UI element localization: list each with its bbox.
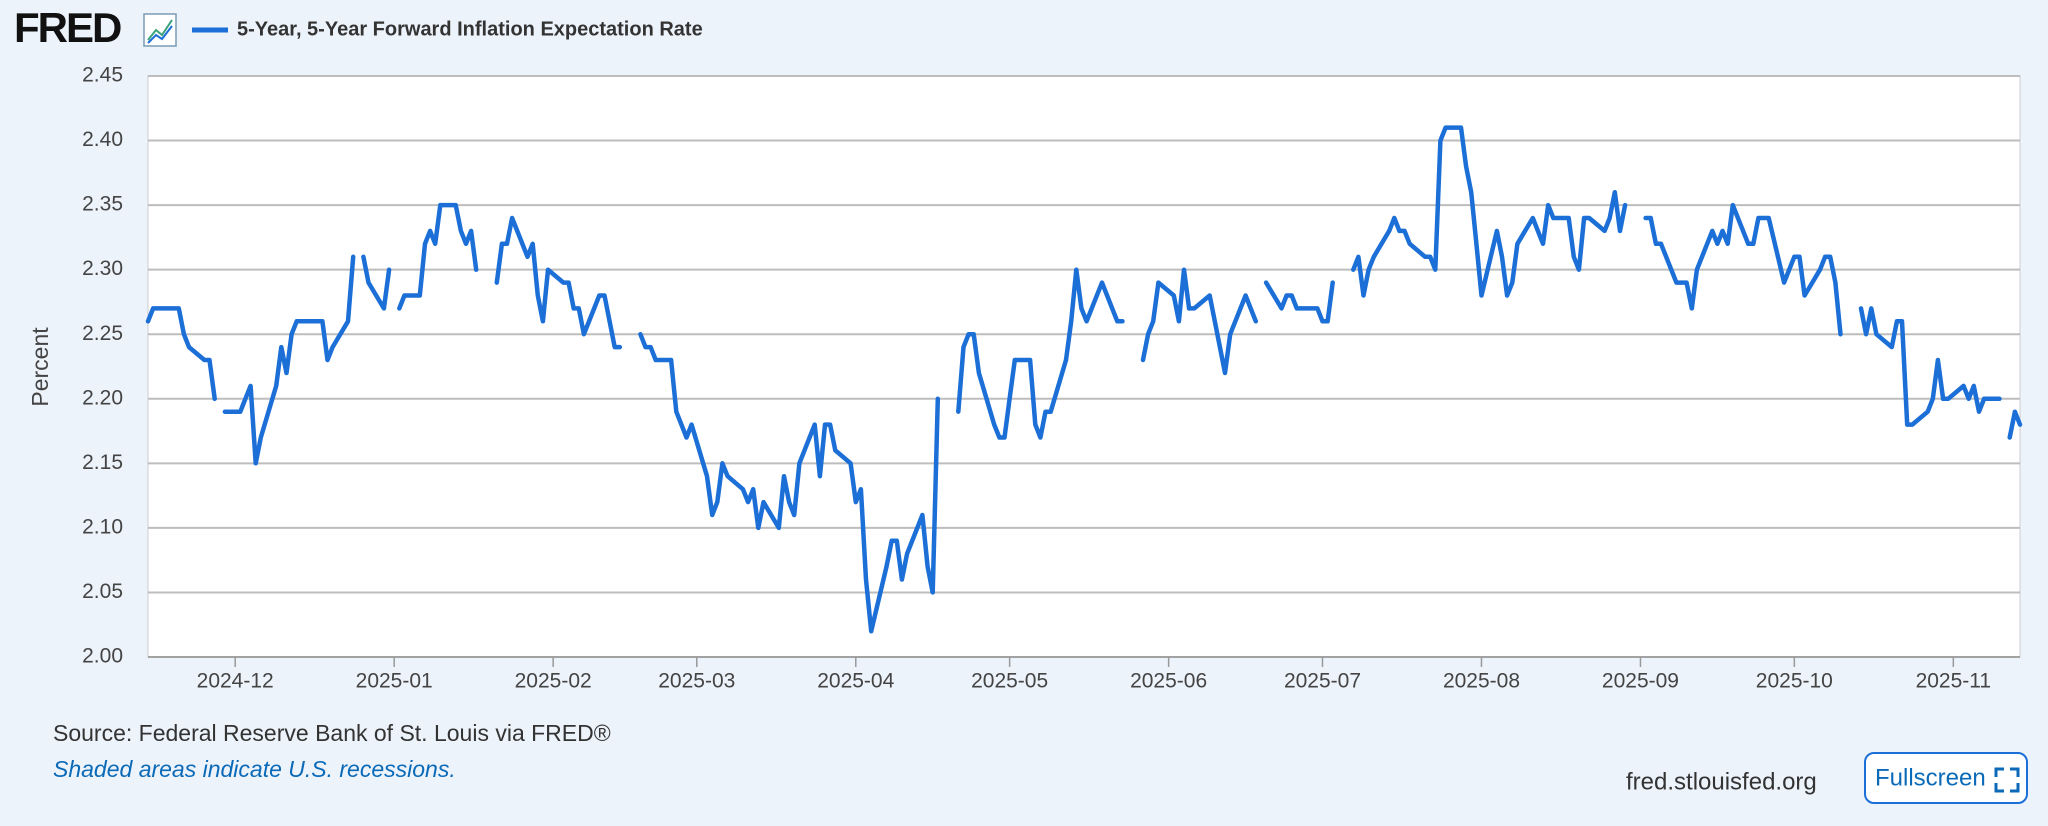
y-tick-label: 2.45 [82,64,123,87]
x-tick-label: 2025-06 [1130,670,1207,693]
x-tick-label: 2025-10 [1756,670,1833,693]
series-line [145,125,2023,634]
y-axis-label: Percent [27,327,53,407]
x-tick-label: 2024-12 [197,670,274,693]
x-tick-label: 2025-05 [971,670,1048,693]
x-tick-label: 2025-02 [515,670,592,693]
x-tick-label: 2025-01 [356,670,433,693]
y-tick-label: 2.05 [82,580,123,603]
x-tick-label: 2025-07 [1284,670,1361,693]
y-tick-label: 2.10 [82,515,123,538]
x-tick-label: 2025-11 [1916,670,1992,693]
x-tick-label: 2025-04 [817,670,894,693]
fullscreen-button[interactable]: Fullscreen [1864,752,2028,804]
y-tick-label: 2.35 [82,193,123,216]
y-tick-label: 2.20 [82,386,123,409]
plot-area [147,75,2021,658]
x-tick-label: 2025-08 [1443,670,1520,693]
legend-label: 5-Year, 5-Year Forward Inflation Expecta… [237,18,703,40]
recession-note: Shaded areas indicate U.S. recessions. [53,756,456,782]
y-tick-label: 2.15 [82,451,123,474]
y-tick-label: 2.30 [82,257,123,280]
y-tick-label: 2.25 [82,322,123,345]
site-link: fred.stlouisfed.org [1626,768,1817,795]
y-tick-label: 2.00 [82,645,123,668]
logo-icon [143,13,177,47]
logo: FRED [14,4,121,51]
x-tick-label: 2025-03 [658,670,735,693]
x-tick-label: 2025-09 [1602,670,1679,693]
fullscreen-label[interactable]: Fullscreen [1875,764,1986,791]
source: Source: Federal Reserve Bank of St. Loui… [53,720,611,746]
y-tick-label: 2.40 [82,128,123,151]
